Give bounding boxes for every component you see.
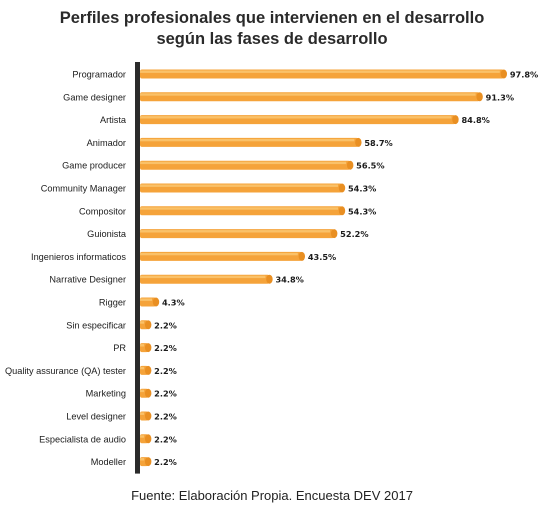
bar-end-cap bbox=[338, 206, 346, 216]
category-label: Game producer bbox=[62, 161, 126, 171]
bar-end-cap bbox=[298, 251, 306, 261]
value-label: 97.8% bbox=[510, 70, 538, 80]
bar-highlight bbox=[140, 366, 145, 370]
category-label: Community Manager bbox=[41, 184, 126, 194]
bar-highlight bbox=[140, 344, 145, 347]
y-axis-line bbox=[135, 62, 140, 474]
bar-end-cap bbox=[144, 457, 152, 467]
value-label: 54.3% bbox=[348, 184, 376, 194]
value-label: 2.2% bbox=[154, 389, 177, 399]
category-label: Artista bbox=[100, 115, 127, 125]
category-label: Programador bbox=[72, 70, 126, 80]
bar-highlight bbox=[140, 93, 476, 96]
value-label: 58.7% bbox=[364, 138, 392, 148]
category-label: Animador bbox=[87, 138, 126, 148]
category-label: Especialista de audio bbox=[39, 434, 126, 444]
category-label: Sin especificar bbox=[66, 320, 126, 330]
value-label: 2.2% bbox=[154, 434, 177, 444]
bar-end-cap bbox=[346, 160, 354, 170]
bar-highlight bbox=[140, 161, 347, 165]
bar-end-cap bbox=[144, 434, 152, 444]
value-label: 4.3% bbox=[162, 298, 185, 308]
category-label: Guionista bbox=[87, 229, 127, 239]
bar-highlight bbox=[140, 389, 145, 393]
bar-end-cap bbox=[338, 183, 346, 193]
bar-end-cap bbox=[144, 320, 152, 330]
bar-highlight bbox=[140, 116, 452, 119]
category-label: Compositor bbox=[79, 206, 126, 216]
value-label: 2.2% bbox=[154, 412, 177, 422]
category-label: Quality assurance (QA) tester bbox=[5, 366, 126, 376]
bar-highlight bbox=[140, 412, 145, 415]
bar-end-cap bbox=[144, 343, 152, 353]
bar-end-cap bbox=[144, 388, 152, 398]
bar-highlight bbox=[140, 321, 145, 324]
chart-title: Perfiles profesionales que intervienen e… bbox=[0, 8, 544, 50]
category-label: Marketing bbox=[86, 389, 126, 399]
bar-end-cap bbox=[476, 92, 483, 102]
value-label: 52.2% bbox=[340, 229, 368, 239]
bar-end-cap bbox=[144, 365, 152, 375]
value-label: 84.8% bbox=[461, 115, 489, 125]
value-label: 56.5% bbox=[356, 161, 384, 171]
chart-title-line-2: según las fases de desarrollo bbox=[156, 30, 388, 48]
category-label: Narrative Designer bbox=[49, 275, 126, 285]
category-label: Game designer bbox=[63, 92, 126, 102]
bar-highlight bbox=[140, 70, 500, 73]
value-label: 34.8% bbox=[275, 275, 303, 285]
bar-highlight bbox=[140, 458, 145, 461]
bar-end-cap bbox=[152, 297, 160, 307]
bar-highlight bbox=[140, 138, 355, 142]
value-label: 2.2% bbox=[154, 320, 177, 330]
bar-end-cap bbox=[266, 274, 273, 284]
bar-highlight bbox=[140, 298, 152, 301]
category-label: Rigger bbox=[99, 298, 126, 308]
bar-highlight bbox=[140, 252, 298, 256]
value-label: 54.3% bbox=[348, 206, 376, 216]
value-label: 2.2% bbox=[154, 366, 177, 376]
category-label: Modeller bbox=[91, 457, 126, 467]
category-label: Ingenieros informaticos bbox=[31, 252, 126, 262]
bar-highlight bbox=[140, 230, 331, 233]
bar-highlight bbox=[140, 184, 338, 187]
bar-highlight bbox=[140, 435, 145, 438]
bar-end-cap bbox=[144, 411, 152, 421]
category-label: PR bbox=[113, 343, 126, 353]
value-label: 2.2% bbox=[154, 343, 177, 353]
bar-end-cap bbox=[500, 69, 508, 79]
category-label: Level designer bbox=[66, 412, 126, 422]
bar-highlight bbox=[140, 207, 338, 210]
bar-highlight bbox=[140, 275, 266, 279]
chart-title-line-1: Perfiles profesionales que intervienen e… bbox=[59, 9, 485, 27]
value-label: 2.2% bbox=[154, 457, 177, 467]
bar-end-cap bbox=[452, 115, 459, 125]
bar-end-cap bbox=[330, 229, 338, 239]
value-label: 43.5% bbox=[308, 252, 336, 262]
value-label: 91.3% bbox=[486, 92, 514, 102]
source-note: Fuente: Elaboración Propia. Encuesta DEV… bbox=[131, 488, 413, 503]
bar-end-cap bbox=[355, 137, 362, 147]
